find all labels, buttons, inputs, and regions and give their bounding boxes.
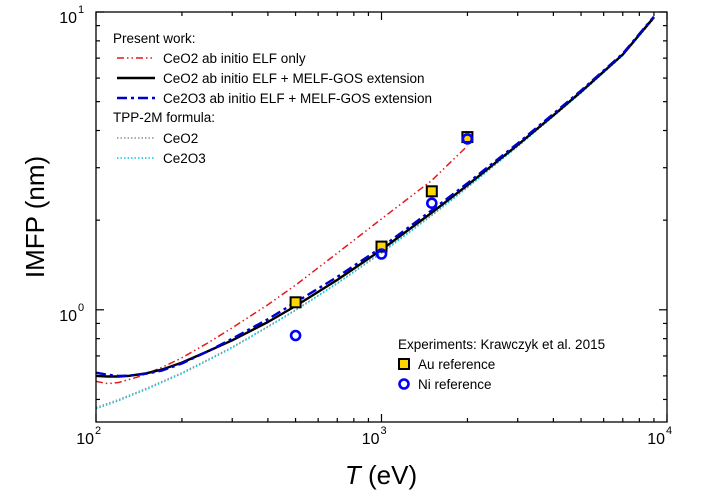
x-tick-label-exponent: 3 (381, 425, 387, 437)
legend-label-tpp-ceo2: CeO2 (163, 131, 198, 146)
series-line-2-ce2o3-ab-initio-elf-melf-gos-extension (95, 15, 655, 378)
series-line-0-ceo2-ab-initio-elf-only (95, 145, 468, 385)
y-tick-label-exponent: 0 (78, 302, 84, 314)
x-tick-label-0: 10 2 (76, 425, 101, 448)
legend-label-ce2o3-melf: Ce2O3 ab initio ELF + MELF-GOS extension (163, 91, 432, 106)
legend-heading-tpp2m: TPP-2M formula: (113, 110, 215, 125)
x-tick-label-exponent: 4 (666, 425, 672, 437)
x-axis-title: T (eV) (345, 460, 417, 490)
legend-marker-au (398, 358, 410, 370)
y-tick-label-0: 10 0 (59, 302, 84, 325)
x-tick-label-1: 10 3 (362, 425, 387, 448)
data-point-au-reference (375, 240, 388, 253)
legend-heading-experiments: Experiments: Krawczyk et al. 2015 (398, 337, 605, 352)
data-point-ni-reference (425, 197, 438, 209)
legend-heading-present-work: Present work: (113, 31, 196, 46)
data-point-au-reference (425, 185, 438, 198)
x-tick-label-exponent: 2 (95, 425, 101, 437)
legend-marker-ni (398, 378, 410, 390)
x-tick-label-base: 10 (76, 431, 94, 448)
data-point-ni-reference (375, 248, 388, 260)
series-lines (95, 15, 655, 410)
y-axis-title: IMFP (nm) (20, 156, 50, 278)
legend-label-au: Au reference (418, 357, 495, 372)
data-point-au-reference (289, 296, 302, 309)
legend-top: Present work: CeO2 ab initio ELF only Ce… (113, 31, 432, 166)
x-tick-label-base: 10 (647, 431, 665, 448)
legend-bottom: Experiments: Krawczyk et al. 2015 Au ref… (398, 337, 605, 392)
axis-ticks (95, 11, 668, 422)
tick-labels: 10 2 10 3 10 410 010 1 (59, 4, 672, 448)
legend-label-tpp-ce2o3: Ce2O3 (163, 151, 206, 166)
experimental-points (289, 131, 474, 342)
y-tick-label-base: 10 (59, 308, 77, 325)
legend-label-ni: Ni reference (418, 377, 492, 392)
y-tick-label-1: 10 1 (59, 4, 84, 27)
y-tick-label-base: 10 (59, 10, 77, 27)
legend-label-ceo2-melf: CeO2 ab initio ELF + MELF-GOS extension (163, 71, 425, 86)
data-point-ni-reference (289, 329, 302, 342)
legend-label-ceo2-elf-only: CeO2 ab initio ELF only (163, 51, 306, 66)
data-point-ni-reference (461, 133, 474, 145)
x-tick-label-base: 10 (362, 431, 380, 448)
y-tick-label-exponent: 1 (78, 4, 84, 16)
x-tick-label-2: 10 4 (647, 425, 672, 448)
